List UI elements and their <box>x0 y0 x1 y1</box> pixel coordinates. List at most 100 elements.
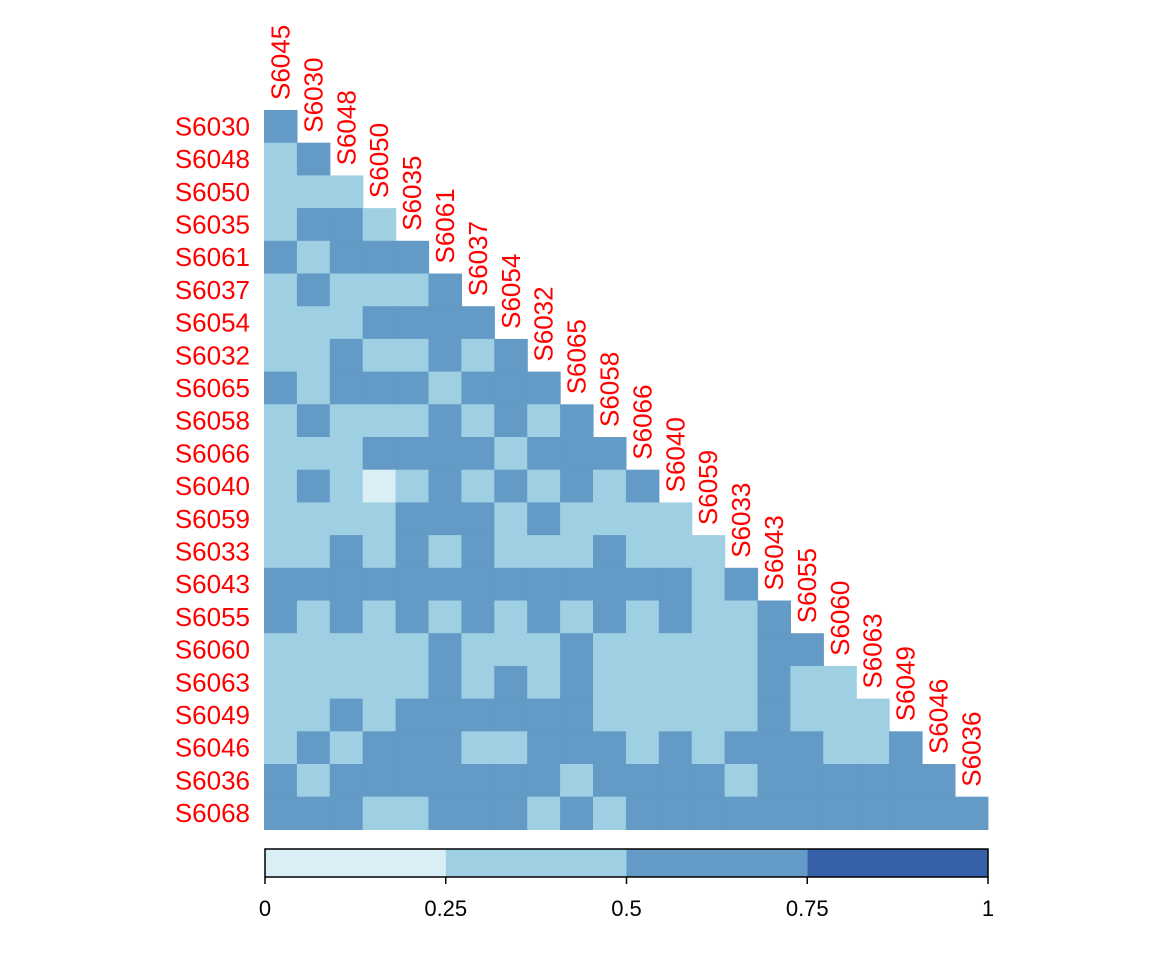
column-label: S6036 <box>956 712 986 787</box>
heatmap-cell <box>625 502 660 536</box>
heatmap-cell <box>658 764 693 798</box>
heatmap-cell <box>296 633 331 667</box>
column-label: S6050 <box>364 123 394 198</box>
column-label: S6046 <box>923 679 953 754</box>
heatmap-cell <box>856 796 890 830</box>
heatmap-cell <box>724 698 759 732</box>
heatmap-cell <box>461 306 495 340</box>
heatmap-cell <box>494 698 528 732</box>
heatmap-cell <box>625 665 660 700</box>
heatmap-cell <box>889 796 923 830</box>
heatmap-cell <box>593 665 627 700</box>
heatmap-cell <box>757 764 791 798</box>
heatmap-cell <box>823 665 857 700</box>
heatmap-cell <box>264 633 298 667</box>
row-label: S6063 <box>175 667 250 697</box>
heatmap-cell <box>296 731 331 765</box>
heatmap-cell <box>428 698 462 732</box>
heatmap-cell <box>560 502 594 536</box>
heatmap-cell <box>724 633 759 667</box>
heatmap-cell <box>329 633 364 667</box>
heatmap-cell <box>329 273 364 307</box>
heatmap-cell <box>329 502 364 536</box>
heatmap-cell <box>625 698 660 732</box>
heatmap-cell <box>823 796 857 830</box>
heatmap-cell <box>461 665 495 700</box>
heatmap-cell <box>560 796 594 830</box>
heatmap-cell <box>757 633 791 667</box>
column-label: S6033 <box>726 483 756 558</box>
heatmap-cell <box>395 404 430 438</box>
heatmap-cell <box>691 796 726 830</box>
heatmap-cell <box>691 764 726 798</box>
heatmap-cell <box>593 535 627 569</box>
column-label: S6049 <box>891 646 921 721</box>
heatmap-cell <box>428 731 462 765</box>
heatmap-cell <box>494 404 528 438</box>
heatmap-cell <box>593 437 627 471</box>
heatmap-cell <box>560 567 594 602</box>
heatmap-cell <box>428 306 462 340</box>
heatmap-cell <box>395 567 430 602</box>
heatmap-cell <box>757 698 791 732</box>
heatmap-cell <box>264 175 298 209</box>
row-label: S6043 <box>175 569 250 599</box>
heatmap-cell <box>329 796 364 830</box>
heatmap-cell <box>494 437 528 471</box>
heatmap-cell <box>560 698 594 732</box>
column-label: S6060 <box>825 581 855 656</box>
heatmap-cell <box>264 208 298 242</box>
heatmap-cell <box>395 273 430 307</box>
column-label: S6058 <box>594 352 624 427</box>
heatmap-cell <box>691 731 726 765</box>
heatmap-cell <box>560 535 594 569</box>
heatmap-cell <box>329 600 364 634</box>
row-label: S6061 <box>175 242 250 272</box>
heatmap-cell <box>922 796 956 830</box>
heatmap-cell <box>296 698 331 732</box>
heatmap-cell <box>494 469 528 503</box>
heatmap-cell <box>625 731 660 765</box>
heatmap-cells <box>264 110 989 830</box>
heatmap-cell <box>329 469 364 503</box>
heatmap-cell <box>329 764 364 798</box>
heatmap-cell <box>856 698 890 732</box>
row-label: S6060 <box>175 635 250 665</box>
heatmap-cell <box>461 567 495 602</box>
heatmap-cell <box>296 567 331 602</box>
heatmap-cell <box>329 404 364 438</box>
row-label: S6055 <box>175 602 250 632</box>
heatmap-cell <box>264 502 298 536</box>
heatmap-cell <box>461 469 495 503</box>
heatmap-cell <box>527 764 561 798</box>
colorbar-tick-label: 0.5 <box>611 896 642 921</box>
heatmap-cell <box>329 371 364 405</box>
heatmap-cell <box>724 600 759 634</box>
heatmap-cell <box>658 600 693 634</box>
heatmap-cell <box>264 469 298 503</box>
heatmap-cell <box>494 567 528 602</box>
heatmap-cell <box>593 698 627 732</box>
heatmap-cell <box>593 469 627 503</box>
heatmap-cell <box>428 502 462 536</box>
heatmap-cell <box>264 437 298 471</box>
heatmap-cell <box>461 338 495 373</box>
heatmap-cell <box>296 404 331 438</box>
heatmap-cell <box>461 796 495 830</box>
row-label: S6050 <box>175 177 250 207</box>
heatmap-cell <box>790 731 824 765</box>
heatmap-cell <box>329 535 364 569</box>
column-label: S6066 <box>627 385 657 460</box>
heatmap-cell <box>428 404 462 438</box>
column-label: S6037 <box>463 221 493 296</box>
heatmap-cell <box>264 306 298 340</box>
heatmap-cell <box>790 796 824 830</box>
heatmap-cell <box>428 273 462 307</box>
heatmap-cell <box>494 600 528 634</box>
heatmap-cell <box>362 240 397 275</box>
heatmap-cell <box>296 175 331 209</box>
heatmap-cell <box>856 731 890 765</box>
heatmap-cell <box>691 567 726 602</box>
heatmap-cell <box>527 404 561 438</box>
heatmap-cell <box>724 665 759 700</box>
